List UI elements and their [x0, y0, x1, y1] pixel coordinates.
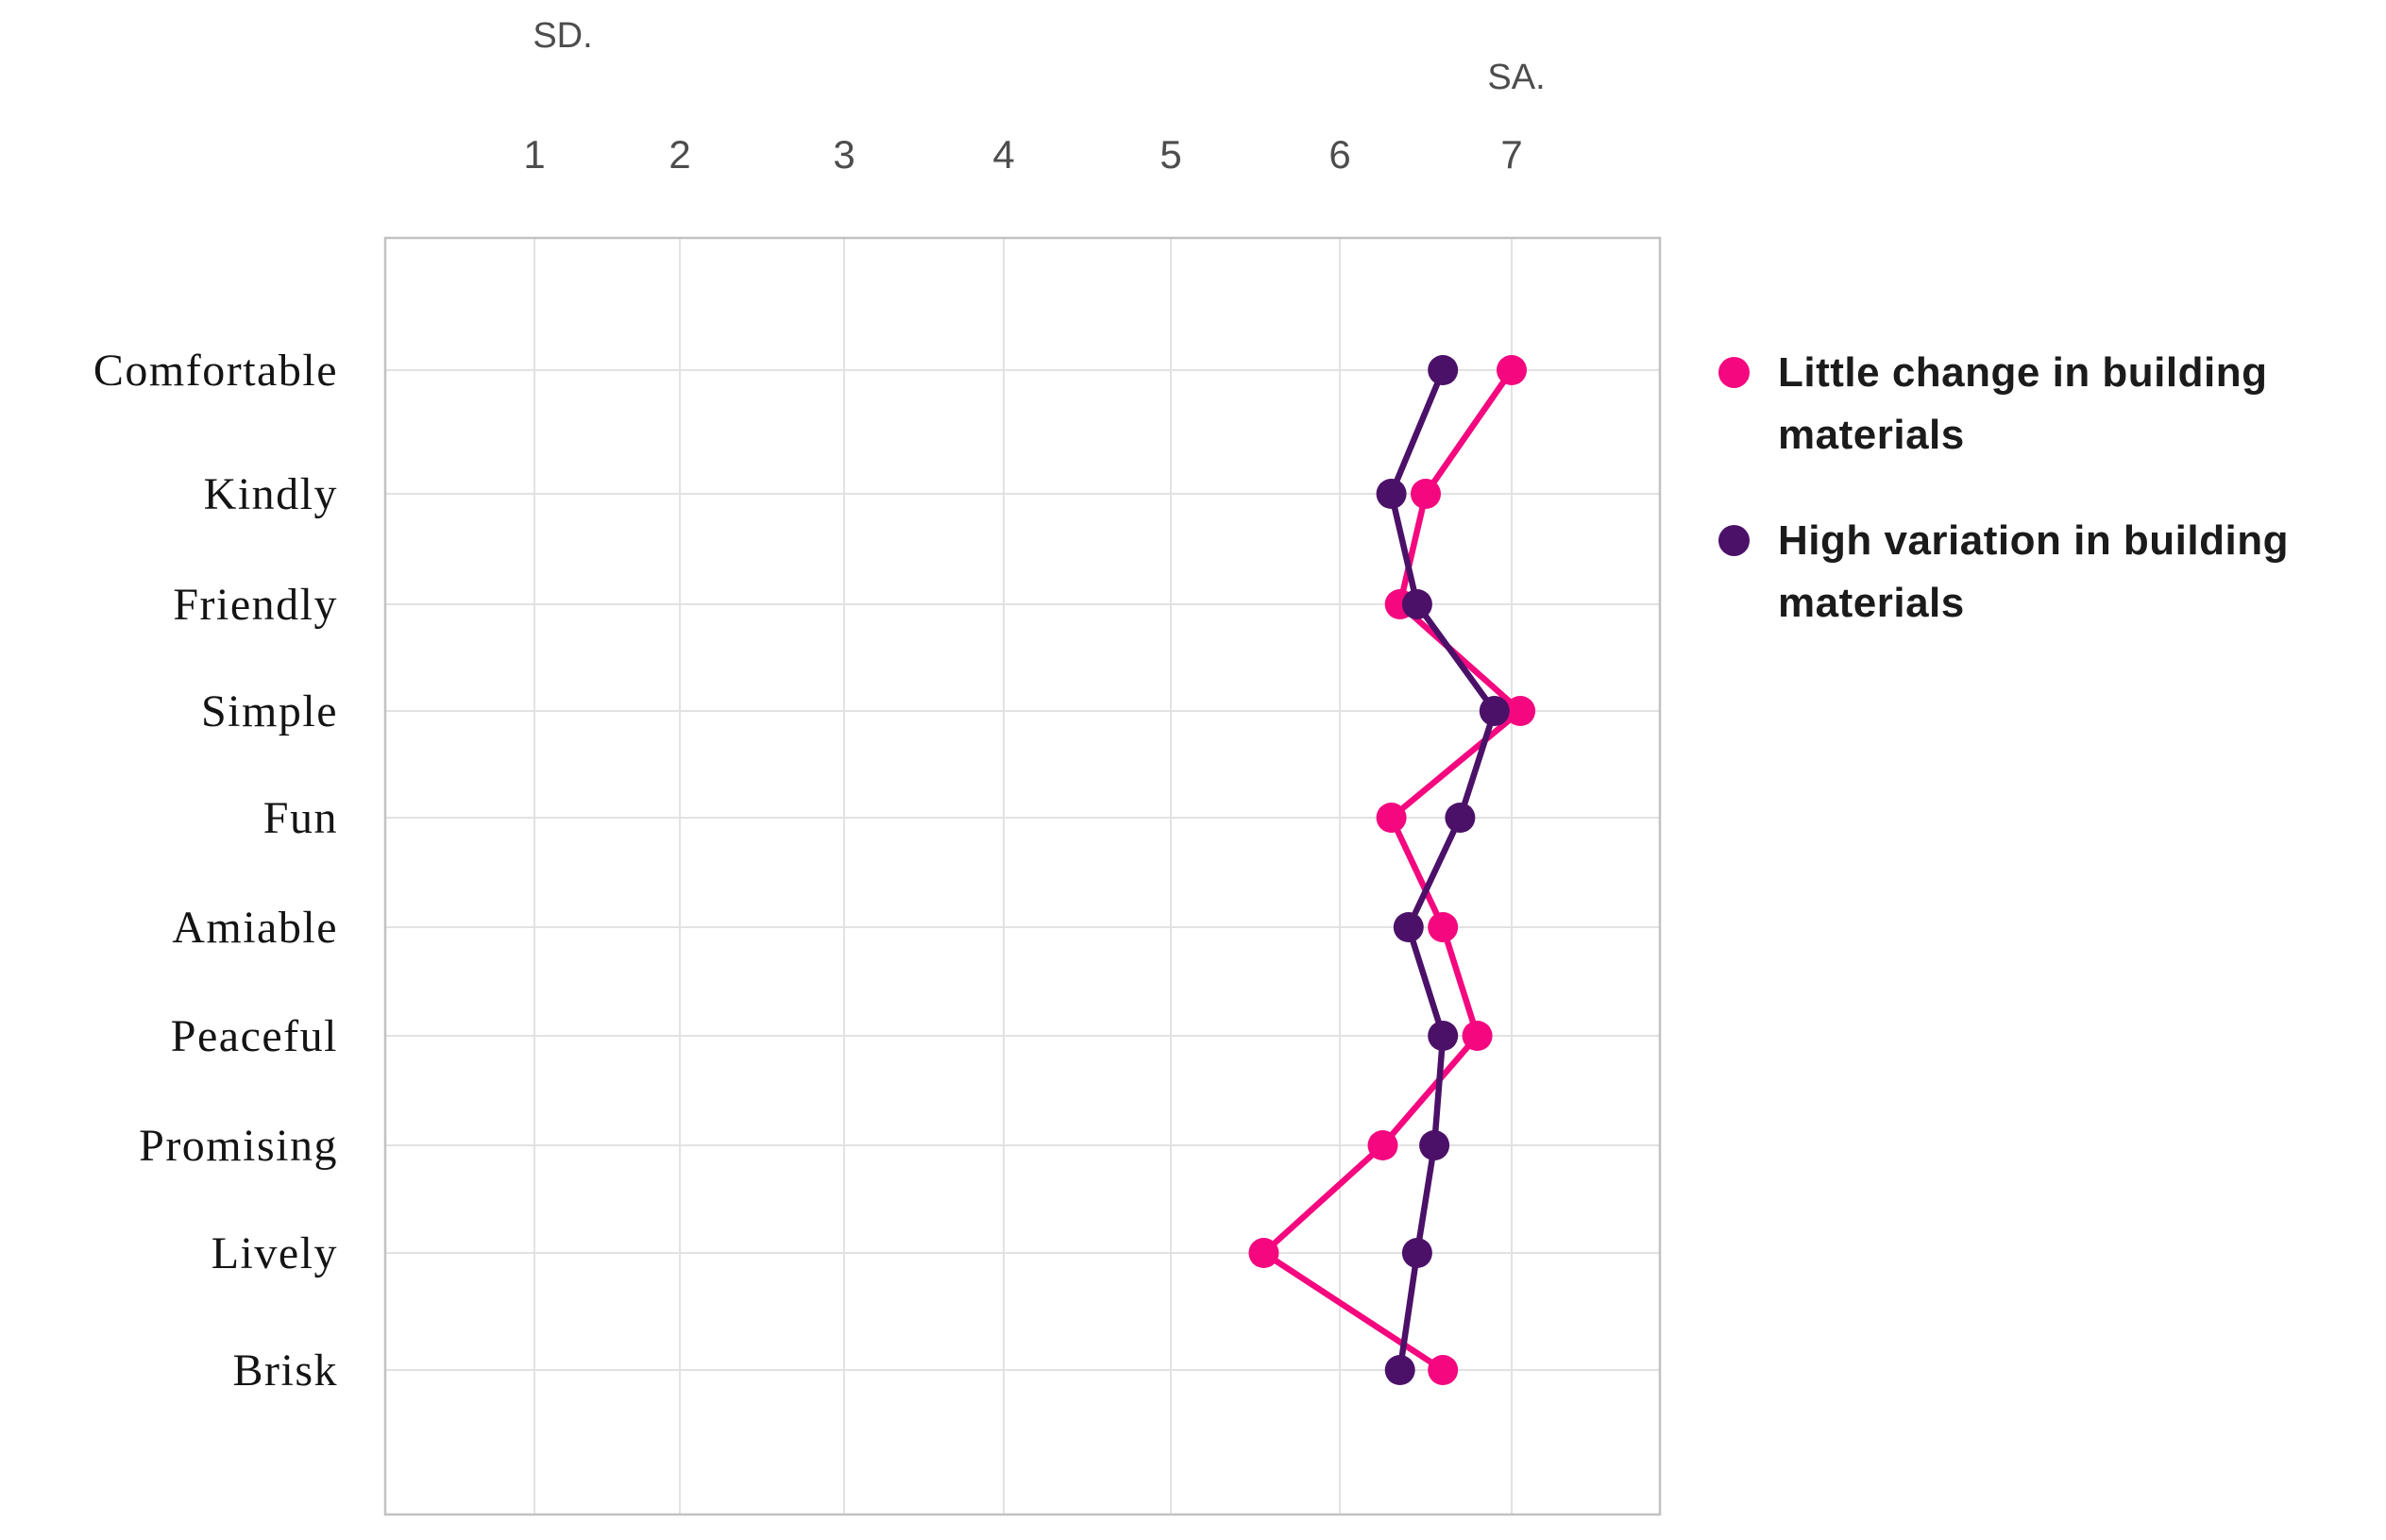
- axis-anchor-label-right: SA.: [1487, 58, 1545, 97]
- axis-anchor-label-left: SD.: [533, 16, 592, 56]
- category-label-simple: Simple: [201, 686, 338, 736]
- point-little-change-in-building-materials-kindly: [1411, 479, 1441, 509]
- point-high-variation-in-building-materials-peaceful: [1428, 1021, 1459, 1051]
- plot-border: [383, 236, 1662, 1516]
- point-little-change-in-building-materials-amiable: [1428, 912, 1459, 942]
- x-tick-label-6: 6: [1328, 132, 1350, 177]
- category-label-comfortable: Comfortable: [93, 346, 338, 396]
- category-label-brisk: Brisk: [232, 1345, 338, 1396]
- x-tick-label-7: 7: [1500, 132, 1522, 177]
- legend-label-line: materials: [1778, 580, 1965, 626]
- point-high-variation-in-building-materials-fun: [1445, 803, 1476, 833]
- point-high-variation-in-building-materials-promising: [1419, 1130, 1450, 1160]
- legend-item-high-variation: High variation in building materials: [1718, 510, 2289, 635]
- point-little-change-in-building-materials-promising: [1367, 1130, 1398, 1160]
- category-label-promising: Promising: [139, 1121, 338, 1171]
- legend-label-line: High variation in building: [1778, 517, 2289, 564]
- point-little-change-in-building-materials-fun: [1376, 803, 1407, 833]
- x-tick-label-3: 3: [833, 132, 855, 177]
- category-label-amiable: Amiable: [172, 903, 338, 953]
- point-high-variation-in-building-materials-brisk: [1384, 1355, 1415, 1385]
- x-tick-label-5: 5: [1159, 132, 1181, 177]
- legend-item-little-change: Little change in building materials: [1718, 342, 2267, 466]
- point-little-change-in-building-materials-lively: [1248, 1238, 1279, 1268]
- category-label-lively: Lively: [212, 1228, 338, 1278]
- legend-dot-little-change: [1718, 357, 1750, 388]
- legend-label-little-change: Little change in building materials: [1778, 342, 2267, 466]
- x-tick-label-2: 2: [668, 132, 690, 177]
- point-high-variation-in-building-materials-lively: [1401, 1238, 1432, 1268]
- legend-label-line: materials: [1778, 412, 1965, 458]
- series-line-little-change-in-building-materials: [1261, 366, 1524, 1374]
- series-line-high-variation-in-building-materials: [1388, 366, 1498, 1374]
- point-high-variation-in-building-materials-simple: [1479, 696, 1510, 726]
- point-high-variation-in-building-materials-friendly: [1401, 589, 1432, 619]
- legend-label-line: Little change in building: [1778, 349, 2268, 396]
- x-tick-label-1: 1: [523, 132, 545, 177]
- point-little-change-in-building-materials-comfortable: [1497, 355, 1527, 385]
- category-label-friendly: Friendly: [173, 580, 338, 630]
- category-label-kindly: Kindly: [204, 469, 338, 519]
- point-little-change-in-building-materials-simple: [1505, 696, 1536, 726]
- point-little-change-in-building-materials-brisk: [1428, 1355, 1459, 1385]
- legend-label-high-variation: High variation in building materials: [1778, 510, 2289, 635]
- point-high-variation-in-building-materials-amiable: [1393, 912, 1424, 942]
- point-little-change-in-building-materials-peaceful: [1462, 1021, 1493, 1051]
- legend-dot-high-variation: [1718, 525, 1750, 556]
- point-high-variation-in-building-materials-kindly: [1376, 479, 1407, 509]
- category-label-fun: Fun: [263, 793, 338, 843]
- x-tick-label-4: 4: [992, 132, 1014, 177]
- category-label-peaceful: Peaceful: [171, 1011, 338, 1061]
- point-high-variation-in-building-materials-comfortable: [1428, 355, 1459, 385]
